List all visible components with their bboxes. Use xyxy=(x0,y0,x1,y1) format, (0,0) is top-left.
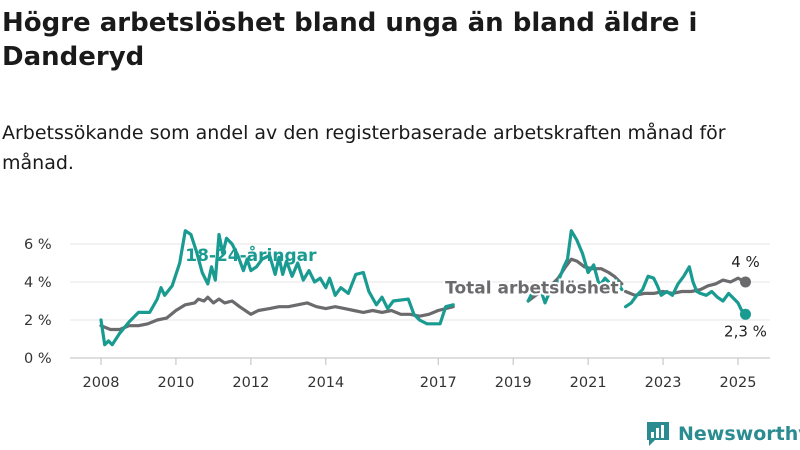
x-tick-label: 2017 xyxy=(420,375,457,391)
total-series-label: Total arbetslöshet xyxy=(445,278,619,298)
x-axis: 2008 2010 2012 2014 2017 2019 2021 2023 2025 xyxy=(83,358,757,391)
x-tick-label: 2010 xyxy=(157,375,194,391)
end-value-label: 4 % xyxy=(731,253,760,271)
chart-title: Högre arbetslöshet bland unga än bland ä… xyxy=(2,8,698,72)
grid-lines xyxy=(70,243,770,359)
x-tick-label: 2019 xyxy=(495,375,532,391)
x-tick-label: 2021 xyxy=(570,375,607,391)
series-line xyxy=(624,265,748,316)
series-labels: 18-24-åringar Total arbetslöshet xyxy=(185,244,620,300)
series-lines xyxy=(99,229,748,347)
series-line xyxy=(99,295,455,332)
brand: Newsworthy xyxy=(646,420,800,448)
newsworthy-logo-icon xyxy=(647,422,669,446)
y-axis: 0 % 2 % 4 % 6 % xyxy=(24,237,52,367)
x-tick-label: 2012 xyxy=(232,375,269,391)
series-line xyxy=(99,229,455,347)
youth-series-label: 18-24-åringar xyxy=(185,244,317,266)
x-tick-label: 2014 xyxy=(307,375,344,391)
end-value-label: 2,3 % xyxy=(724,322,767,340)
end-point-marker xyxy=(739,276,751,288)
end-markers: 4 % 2,3 % xyxy=(724,253,767,340)
series-line xyxy=(624,276,748,297)
x-tick-label: 2025 xyxy=(720,375,757,391)
series-line xyxy=(526,257,624,303)
end-point-marker xyxy=(739,308,751,320)
y-tick-label: 0 % xyxy=(24,351,52,367)
y-tick-label: 6 % xyxy=(24,237,52,253)
x-tick-label: 2023 xyxy=(645,375,682,391)
series-line xyxy=(526,229,624,305)
x-tick-label: 2008 xyxy=(83,375,120,391)
y-tick-label: 2 % xyxy=(24,313,52,329)
brand-name: Newsworthy xyxy=(678,423,800,445)
y-tick-label: 4 % xyxy=(24,275,52,291)
chart-subtitle: Arbetssökande som andel av den registerb… xyxy=(2,122,726,174)
line-chart: 0 % 2 % 4 % 6 % 2008 2010 2012 2014 2017 2019 202… xyxy=(24,229,770,391)
